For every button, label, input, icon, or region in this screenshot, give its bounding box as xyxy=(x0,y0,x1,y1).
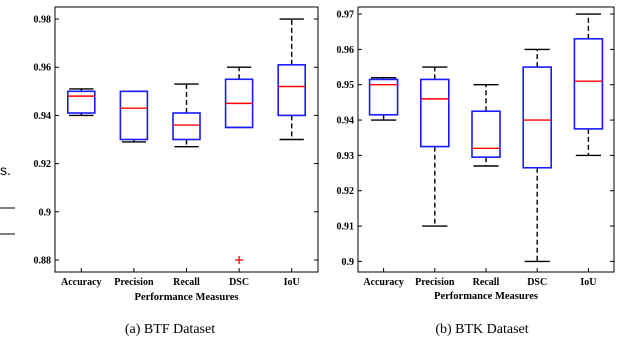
x-tick-label-btk: DSC xyxy=(527,277,547,288)
y-tick-label-btf: 0.94 xyxy=(34,111,52,122)
y-tick-label-btk: 0.94 xyxy=(337,116,355,127)
box xyxy=(119,90,149,141)
box xyxy=(172,112,201,141)
chart-btf: 0.98 0.96 0.94 0.92 0.9 0.88 Accuracy Precision… xyxy=(34,6,319,303)
y-tick-label-btk: 0.95 xyxy=(337,80,355,91)
caption-btk: (b) BTK Dataset xyxy=(435,322,528,337)
x-axis-label-btf: Performance Measures xyxy=(135,292,239,303)
y-tick-label-btk: 0.9 xyxy=(342,257,355,268)
y-tick-label-btf: 0.98 xyxy=(34,15,52,26)
box xyxy=(573,37,604,130)
box xyxy=(522,66,553,169)
box xyxy=(67,90,96,114)
y-tick-label-btk: 0.96 xyxy=(337,45,355,56)
y-tick-label-btk: 0.91 xyxy=(337,222,355,233)
box xyxy=(277,64,307,117)
y-tick-label-btf: 0.9 xyxy=(39,207,52,218)
chart-btk: 0.97 0.96 0.95 0.94 0.93 0.92 0.91 0.9 Accuracy P… xyxy=(337,6,615,302)
x-tick-label-btk: Accuracy xyxy=(363,277,404,288)
x-tick-label-btf: IoU xyxy=(284,277,300,288)
outlier-marker xyxy=(235,255,244,264)
caption-btf: (a) BTF Dataset xyxy=(125,322,215,337)
x-tick-label-btk: Precision xyxy=(415,277,455,288)
stray-text: s. xyxy=(0,162,11,178)
y-tick-label-btk: 0.92 xyxy=(337,186,355,197)
y-tick-label-btf: 0.92 xyxy=(34,159,52,170)
y-tick-label-btk: 0.97 xyxy=(337,10,355,21)
x-tick-label-btk: Recall xyxy=(473,277,500,288)
box xyxy=(368,78,399,116)
y-tick-label-btk: 0.93 xyxy=(337,151,355,162)
x-tick-label-btf: Accuracy xyxy=(61,277,102,288)
x-axis-label-btk: Performance Measures xyxy=(434,291,538,302)
x-tick-label-btf: DSC xyxy=(229,277,249,288)
x-tick-label-btk: IoU xyxy=(580,277,596,288)
plot-frame-btk xyxy=(357,6,615,273)
y-tick-label-btf: 0.96 xyxy=(34,63,52,74)
x-tick-label-btf: Recall xyxy=(173,277,200,288)
x-tick-label-btf: Precision xyxy=(114,277,154,288)
y-tick-label-btf: 0.88 xyxy=(34,255,52,266)
box xyxy=(419,78,450,148)
box xyxy=(471,110,501,158)
